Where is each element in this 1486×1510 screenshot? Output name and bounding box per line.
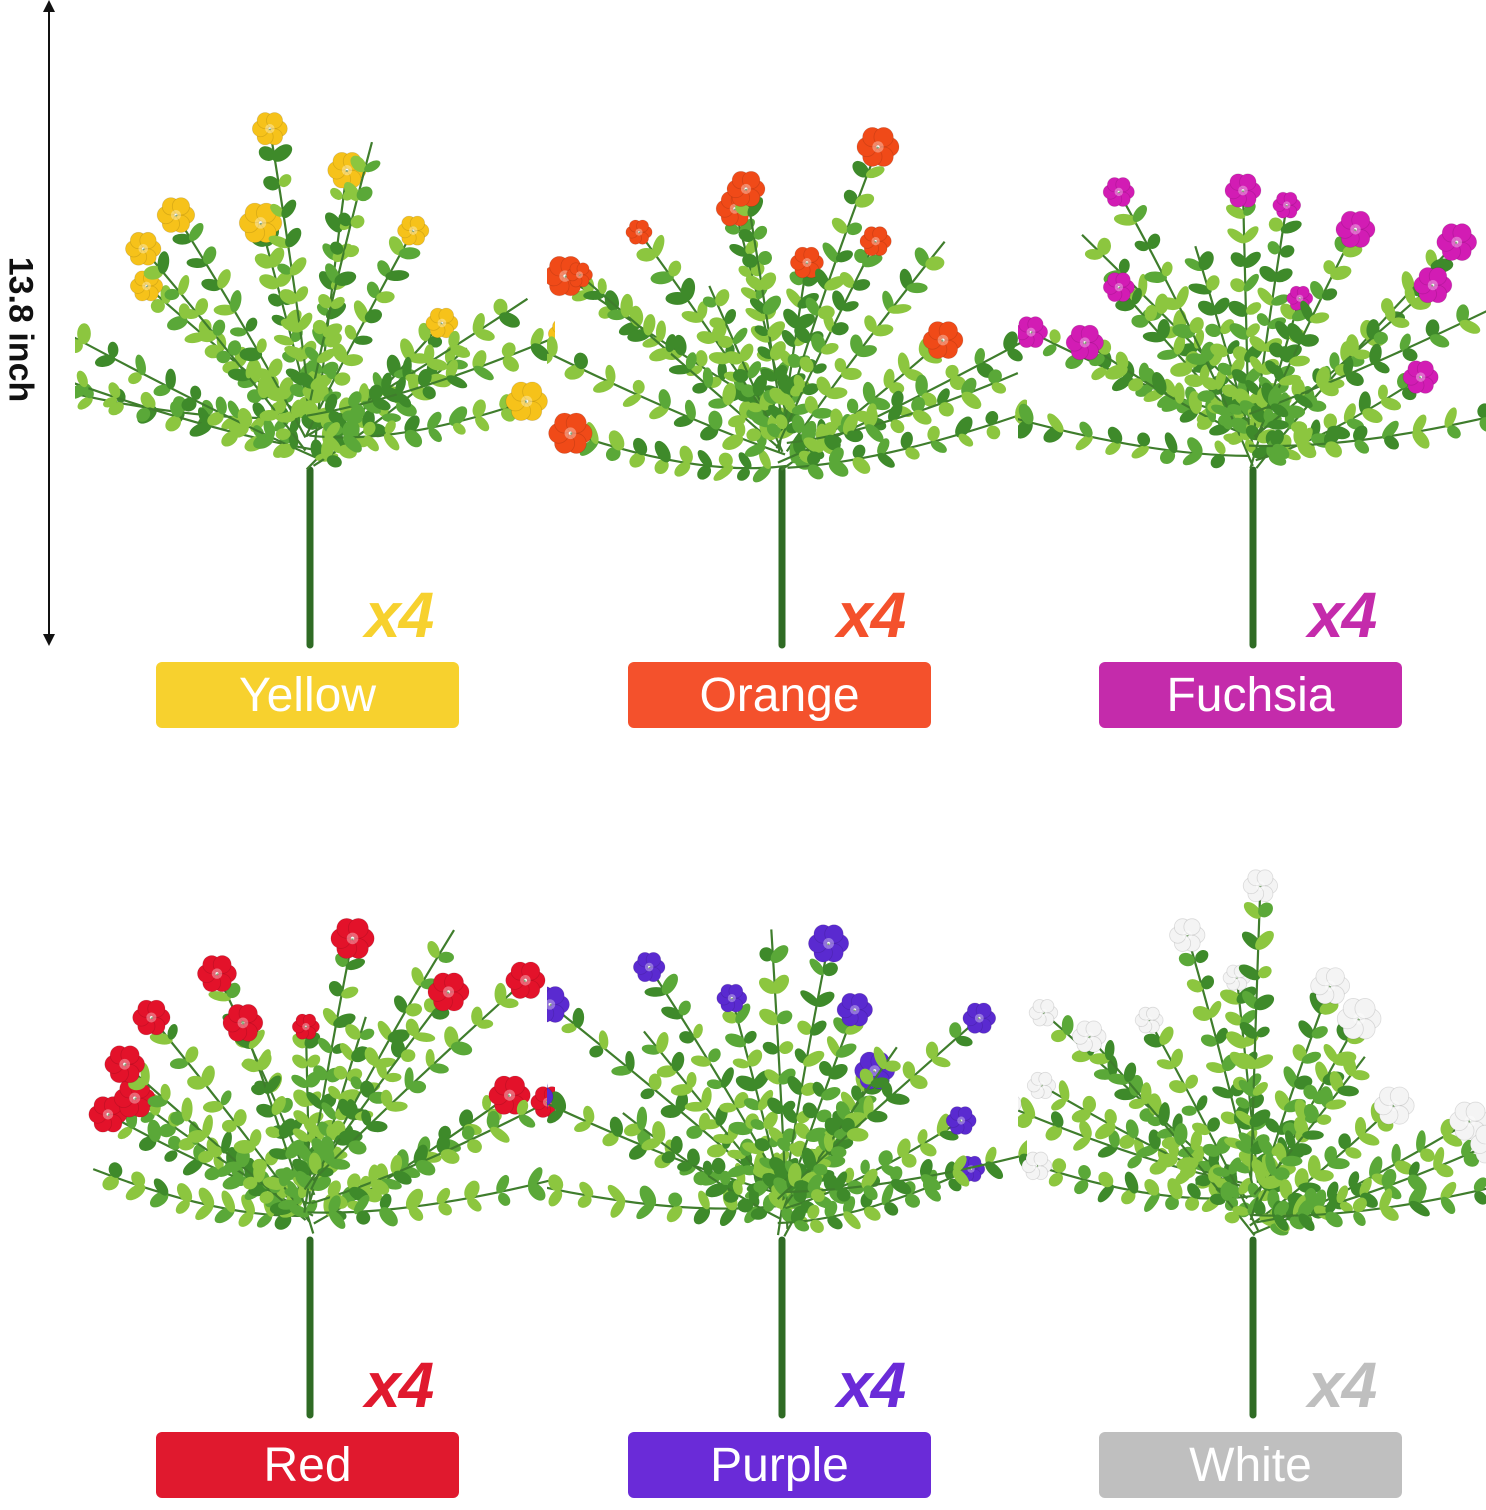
product-variant-orange: x4 Orange — [547, 0, 1027, 740]
product-variant-white: x4 White — [1018, 770, 1486, 1510]
color-name-badge: Red — [156, 1432, 459, 1498]
quantity-label: x4 — [837, 578, 904, 652]
product-variant-red: x4 Red — [75, 770, 555, 1510]
quantity-label: x4 — [365, 1348, 432, 1422]
white-flower-bush-image — [1018, 770, 1486, 1430]
color-name-badge: Orange — [628, 662, 931, 728]
product-variant-fuchsia: x4 Fuchsia — [1018, 0, 1486, 740]
color-name-badge: Purple — [628, 1432, 931, 1498]
yellow-flower-bush-image — [75, 0, 555, 660]
fuchsia-flower-bush-image — [1018, 0, 1486, 660]
color-name-badge: Yellow — [156, 662, 459, 728]
product-variant-yellow: x4 Yellow — [75, 0, 555, 740]
quantity-label: x4 — [365, 578, 432, 652]
purple-flower-bush-image — [547, 770, 1027, 1430]
quantity-label: x4 — [1308, 1348, 1375, 1422]
arrow-down-icon — [43, 634, 55, 646]
quantity-label: x4 — [837, 1348, 904, 1422]
product-variant-purple: x4 Purple — [547, 770, 1027, 1510]
color-name-badge: White — [1099, 1432, 1402, 1498]
height-label: 13.8 inch — [1, 160, 40, 500]
color-name-badge: Fuchsia — [1099, 662, 1402, 728]
orange-flower-bush-image — [547, 0, 1027, 660]
dimension-line — [48, 8, 50, 638]
quantity-label: x4 — [1308, 578, 1375, 652]
red-flower-bush-image — [75, 770, 555, 1430]
